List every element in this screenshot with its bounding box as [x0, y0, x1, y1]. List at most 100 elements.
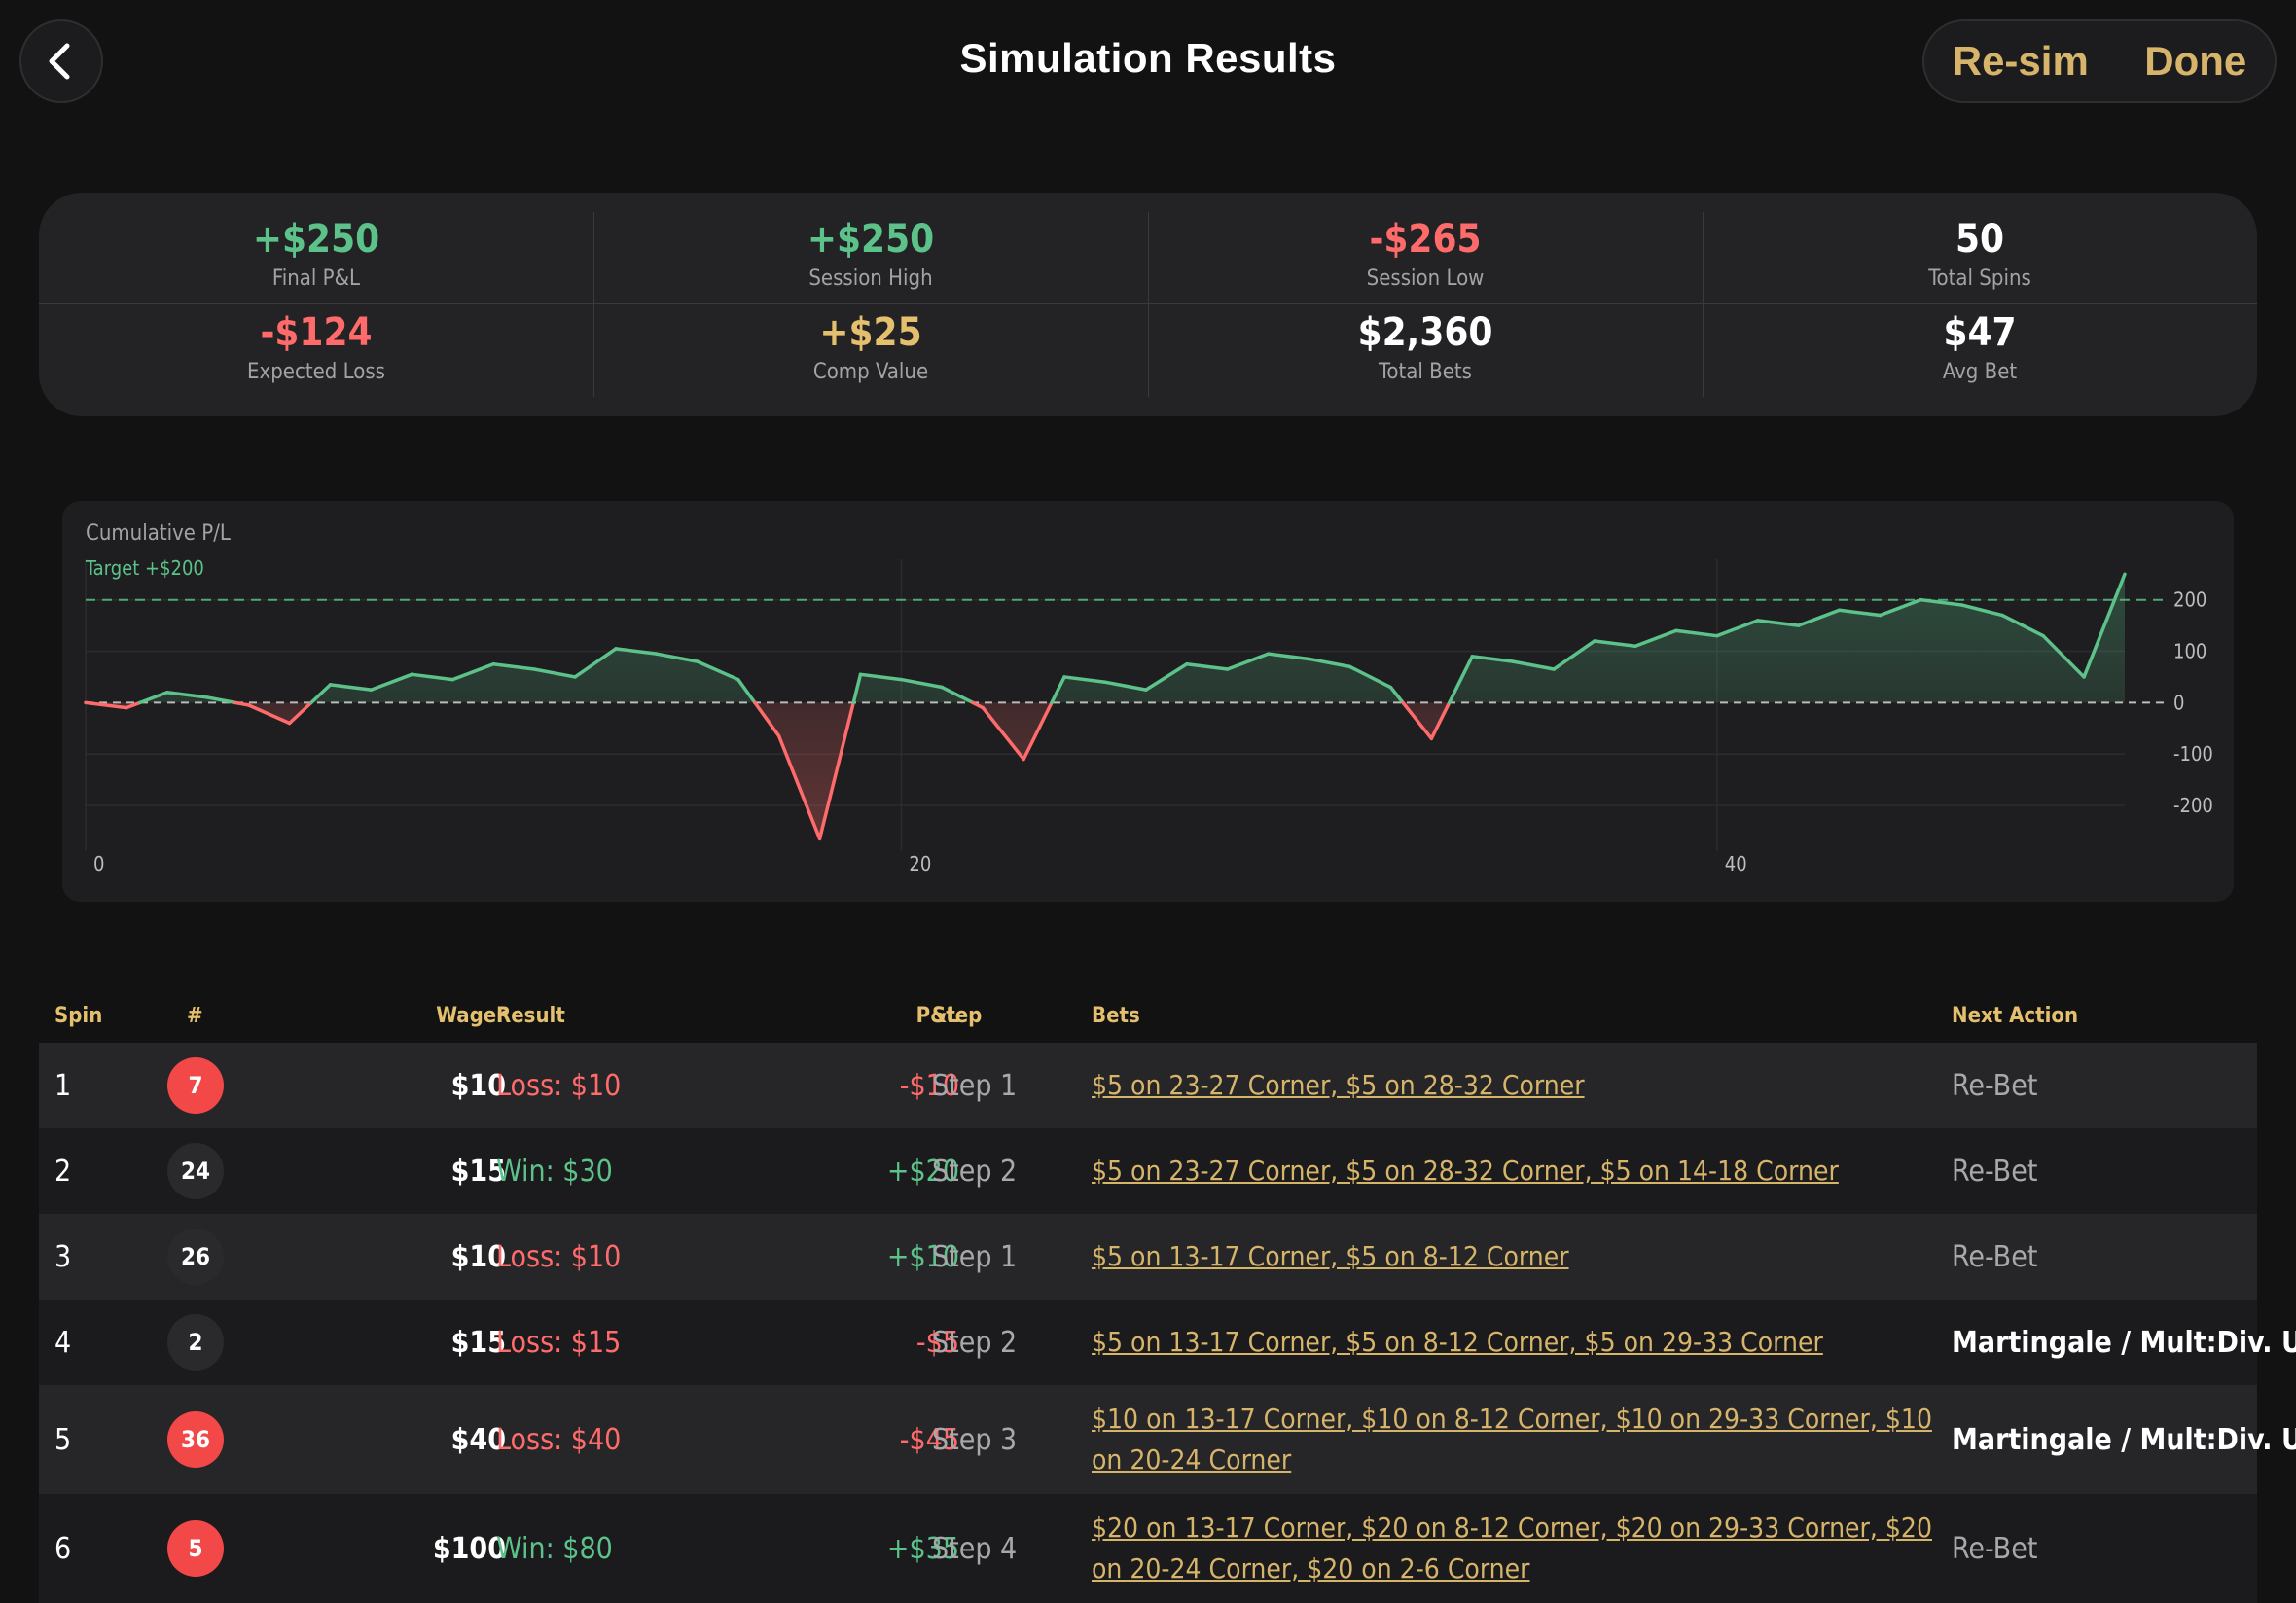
stat-value: +$250	[252, 217, 380, 262]
chevron-left-icon	[49, 43, 70, 80]
step-cell: Step 2	[932, 1154, 1018, 1189]
number-cell: 7	[167, 1043, 224, 1128]
series-line-segment	[1552, 639, 1596, 671]
bets-link[interactable]: $20 on 13-17 Corner, $20 on 8-12 Corner,…	[1092, 1512, 1932, 1585]
number-cell: 2	[167, 1300, 224, 1385]
series-line-segment	[573, 647, 618, 679]
series-line-segment	[1022, 700, 1054, 762]
pnl-cell: -$45	[899, 1422, 959, 1457]
series-line-segment	[450, 661, 495, 682]
stat-label: Total Bets	[1379, 360, 1472, 384]
table-row: 4 2 $15 Loss: $15 -$5 Step 2 $5 on 13-17 Corne…	[39, 1300, 2296, 1385]
result-cell: Loss: $40	[496, 1422, 622, 1457]
header-bets: Bets	[1092, 1004, 1140, 1028]
stat-final-pnl: +$250 Final P&L	[39, 193, 593, 291]
series-line-segment	[1878, 597, 1923, 618]
number-cell: 26	[167, 1214, 224, 1300]
header-actions: Re-sim Done	[1922, 19, 2277, 103]
stat-value: $47	[1943, 310, 2017, 355]
step-cell: Step 1	[932, 1239, 1018, 1274]
series-line-segment	[1674, 628, 1719, 638]
next-action-cell: Re-Bet	[1952, 1239, 2038, 1274]
number-badge: 5	[167, 1520, 224, 1577]
wager-cell: $15	[450, 1325, 506, 1360]
header-next-action: Next Action	[1952, 1004, 2079, 1028]
negative-area	[86, 702, 1450, 839]
next-action-cell: Re-Bet	[1952, 1531, 2038, 1566]
resim-button[interactable]: Re-sim	[1952, 38, 2089, 84]
series-line-segment	[309, 683, 333, 705]
series-line-segment	[1959, 603, 2004, 618]
series-line-segment	[1837, 608, 1883, 618]
stat-value: +$25	[819, 310, 922, 355]
pnl-cell: -$5	[915, 1325, 959, 1360]
series-line-segment	[165, 691, 210, 699]
number-badge: 2	[167, 1314, 224, 1371]
done-button[interactable]: Done	[2144, 38, 2247, 84]
table-row: 5 36 $40 Loss: $40 -$45 Step 3 $10 on 13-17 Co…	[39, 1385, 2296, 1494]
series-line-segment	[206, 695, 237, 705]
table-row: 3 26 $10 Loss: $10 +$10 Step 1 $5 on 13-17 Cor…	[39, 1214, 2257, 1300]
number-badge: 24	[167, 1143, 224, 1199]
series-line-segment	[899, 677, 945, 690]
bets-link[interactable]: $5 on 13-17 Corner, $5 on 8-12 Corner	[1092, 1240, 1569, 1272]
stat-total-bets: $2,360 Total Bets	[1148, 286, 1703, 384]
series-line-segment	[851, 672, 863, 705]
spin-cell: 6	[54, 1531, 72, 1566]
wager-cell: $100	[432, 1531, 506, 1566]
series-line-segment	[817, 700, 856, 841]
table-row: 2 24 $15 Win: $30 +$20 Step 2 $5 on 23-27 Corn…	[39, 1128, 2257, 1214]
bets-link[interactable]: $10 on 13-17 Corner, $10 on 8-12 Corner,…	[1092, 1403, 1932, 1476]
series-line-segment	[2041, 633, 2086, 679]
number-cell: 36	[167, 1385, 224, 1494]
stat-label: Final P&L	[271, 267, 361, 291]
stat-value: +$250	[807, 217, 935, 262]
y-tick-label: -100	[2173, 742, 2213, 766]
header-number: #	[187, 1004, 203, 1028]
spin-cell: 1	[54, 1068, 72, 1103]
stat-label: Session Low	[1366, 267, 1485, 291]
pnl-cell: +$20	[886, 1154, 959, 1189]
series-line-segment	[125, 700, 142, 710]
series-line-segment	[369, 672, 414, 692]
positive-area	[86, 574, 2125, 703]
series-line-segment	[233, 700, 251, 707]
series-line-segment	[1919, 597, 1964, 607]
bets-link[interactable]: $5 on 23-27 Corner, $5 on 28-32 Corner, …	[1092, 1155, 1839, 1187]
x-tick-label: 0	[93, 852, 104, 875]
series-line-segment	[753, 700, 781, 738]
series-line-segment	[1511, 659, 1556, 671]
header-step: Step	[932, 1004, 983, 1028]
header-pnl: P&L	[915, 1004, 959, 1028]
series-line-segment	[735, 677, 757, 705]
series-line-segment	[1470, 655, 1515, 663]
bets-link[interactable]: $5 on 13-17 Corner, $5 on 8-12 Corner, $…	[1092, 1326, 1823, 1358]
series-line-segment	[1103, 680, 1148, 692]
series-line-segment	[1755, 619, 1801, 627]
stat-value: 50	[1955, 217, 2005, 262]
stat-value: -$265	[1369, 217, 1482, 262]
series-line-segment	[971, 700, 985, 710]
stat-label: Comp Value	[812, 360, 929, 384]
series-line-segment	[1062, 675, 1107, 684]
series-line-segment	[981, 705, 1025, 762]
series-line-segment	[614, 647, 659, 656]
result-cell: Loss: $15	[496, 1325, 622, 1360]
result-cell: Win: $30	[496, 1154, 613, 1189]
series-line-segment	[2000, 613, 2045, 638]
stats-divider	[1148, 212, 1149, 397]
step-cell: Step 3	[932, 1422, 1018, 1457]
bets-cell: $5 on 23-27 Corner, $5 on 28-32 Corner	[1092, 1043, 1938, 1128]
stat-avg-bet: $47 Avg Bet	[1703, 286, 2257, 384]
target-label: Target +$200	[85, 556, 204, 580]
y-tick-label: -200	[2173, 794, 2213, 817]
series-line-segment	[410, 672, 455, 682]
series-line-segment	[1050, 675, 1066, 705]
bets-link[interactable]: $5 on 23-27 Corner, $5 on 28-32 Corner	[1092, 1069, 1585, 1101]
back-button[interactable]	[19, 19, 103, 103]
header-result: Result	[496, 1004, 565, 1028]
stat-session-high: +$250 Session High	[593, 193, 1148, 291]
series-line-segment	[138, 691, 169, 705]
wager-cell: $15	[450, 1154, 506, 1189]
bets-cell: $5 on 13-17 Corner, $5 on 8-12 Corner	[1092, 1214, 1938, 1300]
